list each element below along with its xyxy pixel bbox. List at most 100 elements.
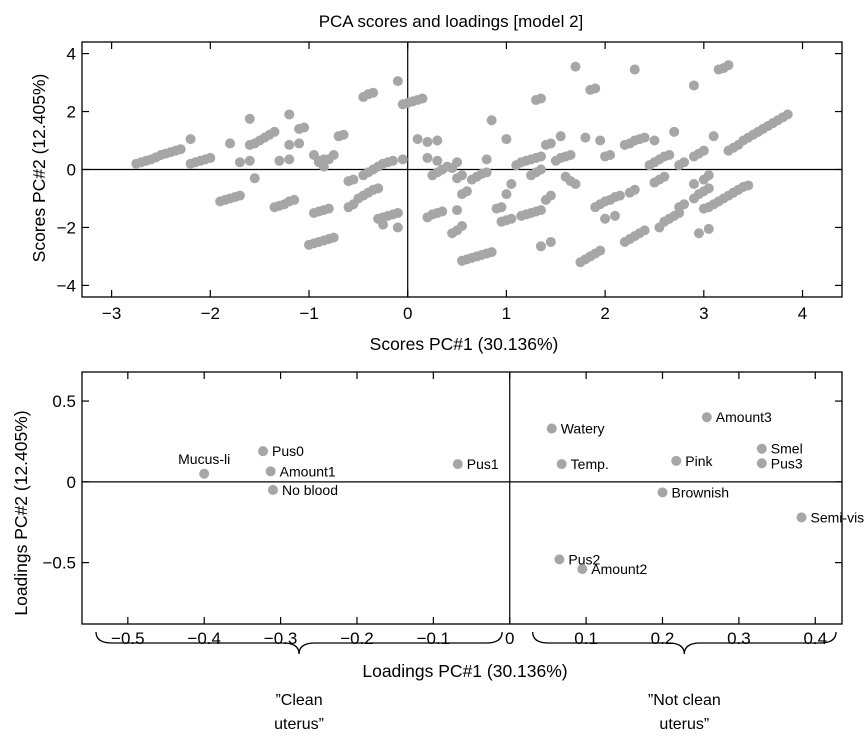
score-point (570, 178, 581, 189)
score-point (249, 173, 260, 184)
score-point (457, 170, 467, 181)
score-point (432, 155, 443, 166)
loading-point-label: Amount3 (716, 409, 772, 425)
loadings-y-tick-label: −0.5 (42, 554, 76, 573)
score-point (595, 135, 606, 146)
score-point (457, 221, 467, 232)
loading-point-label: Amount1 (280, 463, 336, 479)
score-point (688, 80, 699, 91)
loading-point-label: Semi-vis (811, 509, 865, 525)
score-point (486, 247, 497, 258)
loading-point (756, 458, 767, 469)
score-point (506, 213, 517, 224)
score-point (679, 157, 690, 168)
scores-points (131, 60, 793, 268)
loading-point (556, 459, 567, 470)
score-point (294, 138, 305, 149)
loadings-plot-frame (81, 371, 843, 625)
group-brace (532, 631, 837, 655)
loadings-x-tick-label: −0.1 (417, 629, 451, 648)
loadings-y-tick-label: 0 (67, 473, 76, 492)
score-point (639, 225, 650, 236)
score-point (595, 245, 606, 256)
score-point (373, 183, 384, 194)
score-point (432, 135, 443, 146)
score-point (600, 213, 611, 224)
loading-point (657, 487, 668, 498)
loadings-x-tick-label: 0.2 (651, 629, 675, 648)
loading-point-label: Temp. (571, 456, 609, 472)
scores-x-tick-label: −3 (102, 304, 121, 323)
scores-plot: −3 −2 −1 0 1 2 3 4 −4 −2 0 2 4 Scores PC#1 (30.136%)… (29, 41, 843, 354)
score-point (392, 207, 403, 218)
score-point (743, 180, 754, 191)
loadings-x-tick-label: 0.3 (727, 629, 751, 648)
score-point (486, 115, 497, 126)
score-point (244, 155, 255, 166)
loading-point-label: Pus0 (272, 443, 304, 459)
score-point (535, 164, 546, 175)
score-point (378, 219, 389, 230)
loadings-x-tick-label: −0.4 (187, 629, 221, 648)
loading-point (265, 466, 276, 477)
scores-x-tick-label: 0 (403, 304, 412, 323)
score-point (501, 189, 512, 200)
score-point (614, 190, 625, 201)
score-point (437, 206, 448, 217)
scores-x-axis-label: Scores PC#1 (30.136%) (370, 334, 559, 354)
score-point (284, 109, 295, 120)
loading-point (577, 564, 588, 575)
loading-point (701, 412, 712, 423)
loading-point-label: Smel (771, 441, 803, 457)
group-brace-label: ”Clean (275, 692, 322, 709)
score-point (422, 152, 433, 163)
score-point (392, 76, 403, 87)
score-point (629, 64, 640, 75)
score-point (535, 151, 546, 162)
group-brace-label: uterus” (274, 716, 324, 733)
loadings-x-tick-label: 0 (505, 629, 514, 648)
score-point (328, 232, 339, 243)
group-brace-label: uterus” (659, 716, 709, 733)
scores-y-tick-label: 4 (67, 45, 76, 64)
scores-x-tick-label: 3 (699, 304, 708, 323)
score-point (629, 184, 640, 195)
score-point (452, 157, 463, 168)
loading-point (554, 554, 565, 565)
score-point (481, 154, 492, 165)
loadings-x-tick-label: −0.5 (111, 629, 145, 648)
score-point (234, 190, 245, 201)
loading-point (756, 443, 767, 454)
scores-tick-labels: −3 −2 −1 0 1 2 3 4 −4 −2 0 2 4 (57, 45, 808, 323)
score-point (185, 134, 196, 145)
group-brace (95, 631, 503, 655)
score-point (664, 150, 675, 161)
score-point (669, 126, 680, 137)
loadings-x-axis-label: Loadings PC#1 (30.136%) (362, 661, 567, 681)
loading-point-label: Mucus-li (178, 451, 230, 467)
loadings-plot: Mucus-li Pus0 Amount1 No blood Pus1 Watery Tem… (11, 371, 864, 733)
loadings-y-tick-label: 0.5 (52, 392, 76, 411)
score-point (703, 223, 714, 234)
loading-point-label: No blood (282, 482, 338, 498)
loading-point-label: Pus1 (467, 456, 499, 472)
score-point (397, 154, 408, 165)
scores-x-tick-label: 4 (798, 304, 807, 323)
loading-point-label: Pus2 (568, 551, 600, 567)
score-point (284, 154, 295, 165)
loadings-x-tick-label: 0.1 (574, 629, 598, 648)
score-point (244, 113, 255, 124)
score-point (535, 205, 546, 216)
scores-x-tick-label: −1 (299, 304, 318, 323)
score-point (205, 152, 216, 163)
loading-point (199, 468, 210, 479)
scores-y-axis-label: Scores PC#2 (12.405%) (29, 74, 49, 263)
loadings-tick-labels: −0.5 −0.4 −0.3 −0.2 −0.1 0 0.1 0.2 0.3 0.4 0.5 0 −0.… (42, 392, 827, 648)
figure-title: PCA scores and loadings [model 2] (319, 12, 584, 31)
loadings-point-labels: Mucus-li Pus0 Amount1 No blood Pus1 Watery Tem… (178, 409, 864, 577)
loading-point-label: Pus3 (771, 455, 803, 471)
score-point (481, 167, 492, 178)
score-point (284, 139, 295, 150)
loading-point (671, 455, 682, 466)
loadings-y-axis-label: Loadings PC#2 (12.405%) (11, 410, 31, 615)
